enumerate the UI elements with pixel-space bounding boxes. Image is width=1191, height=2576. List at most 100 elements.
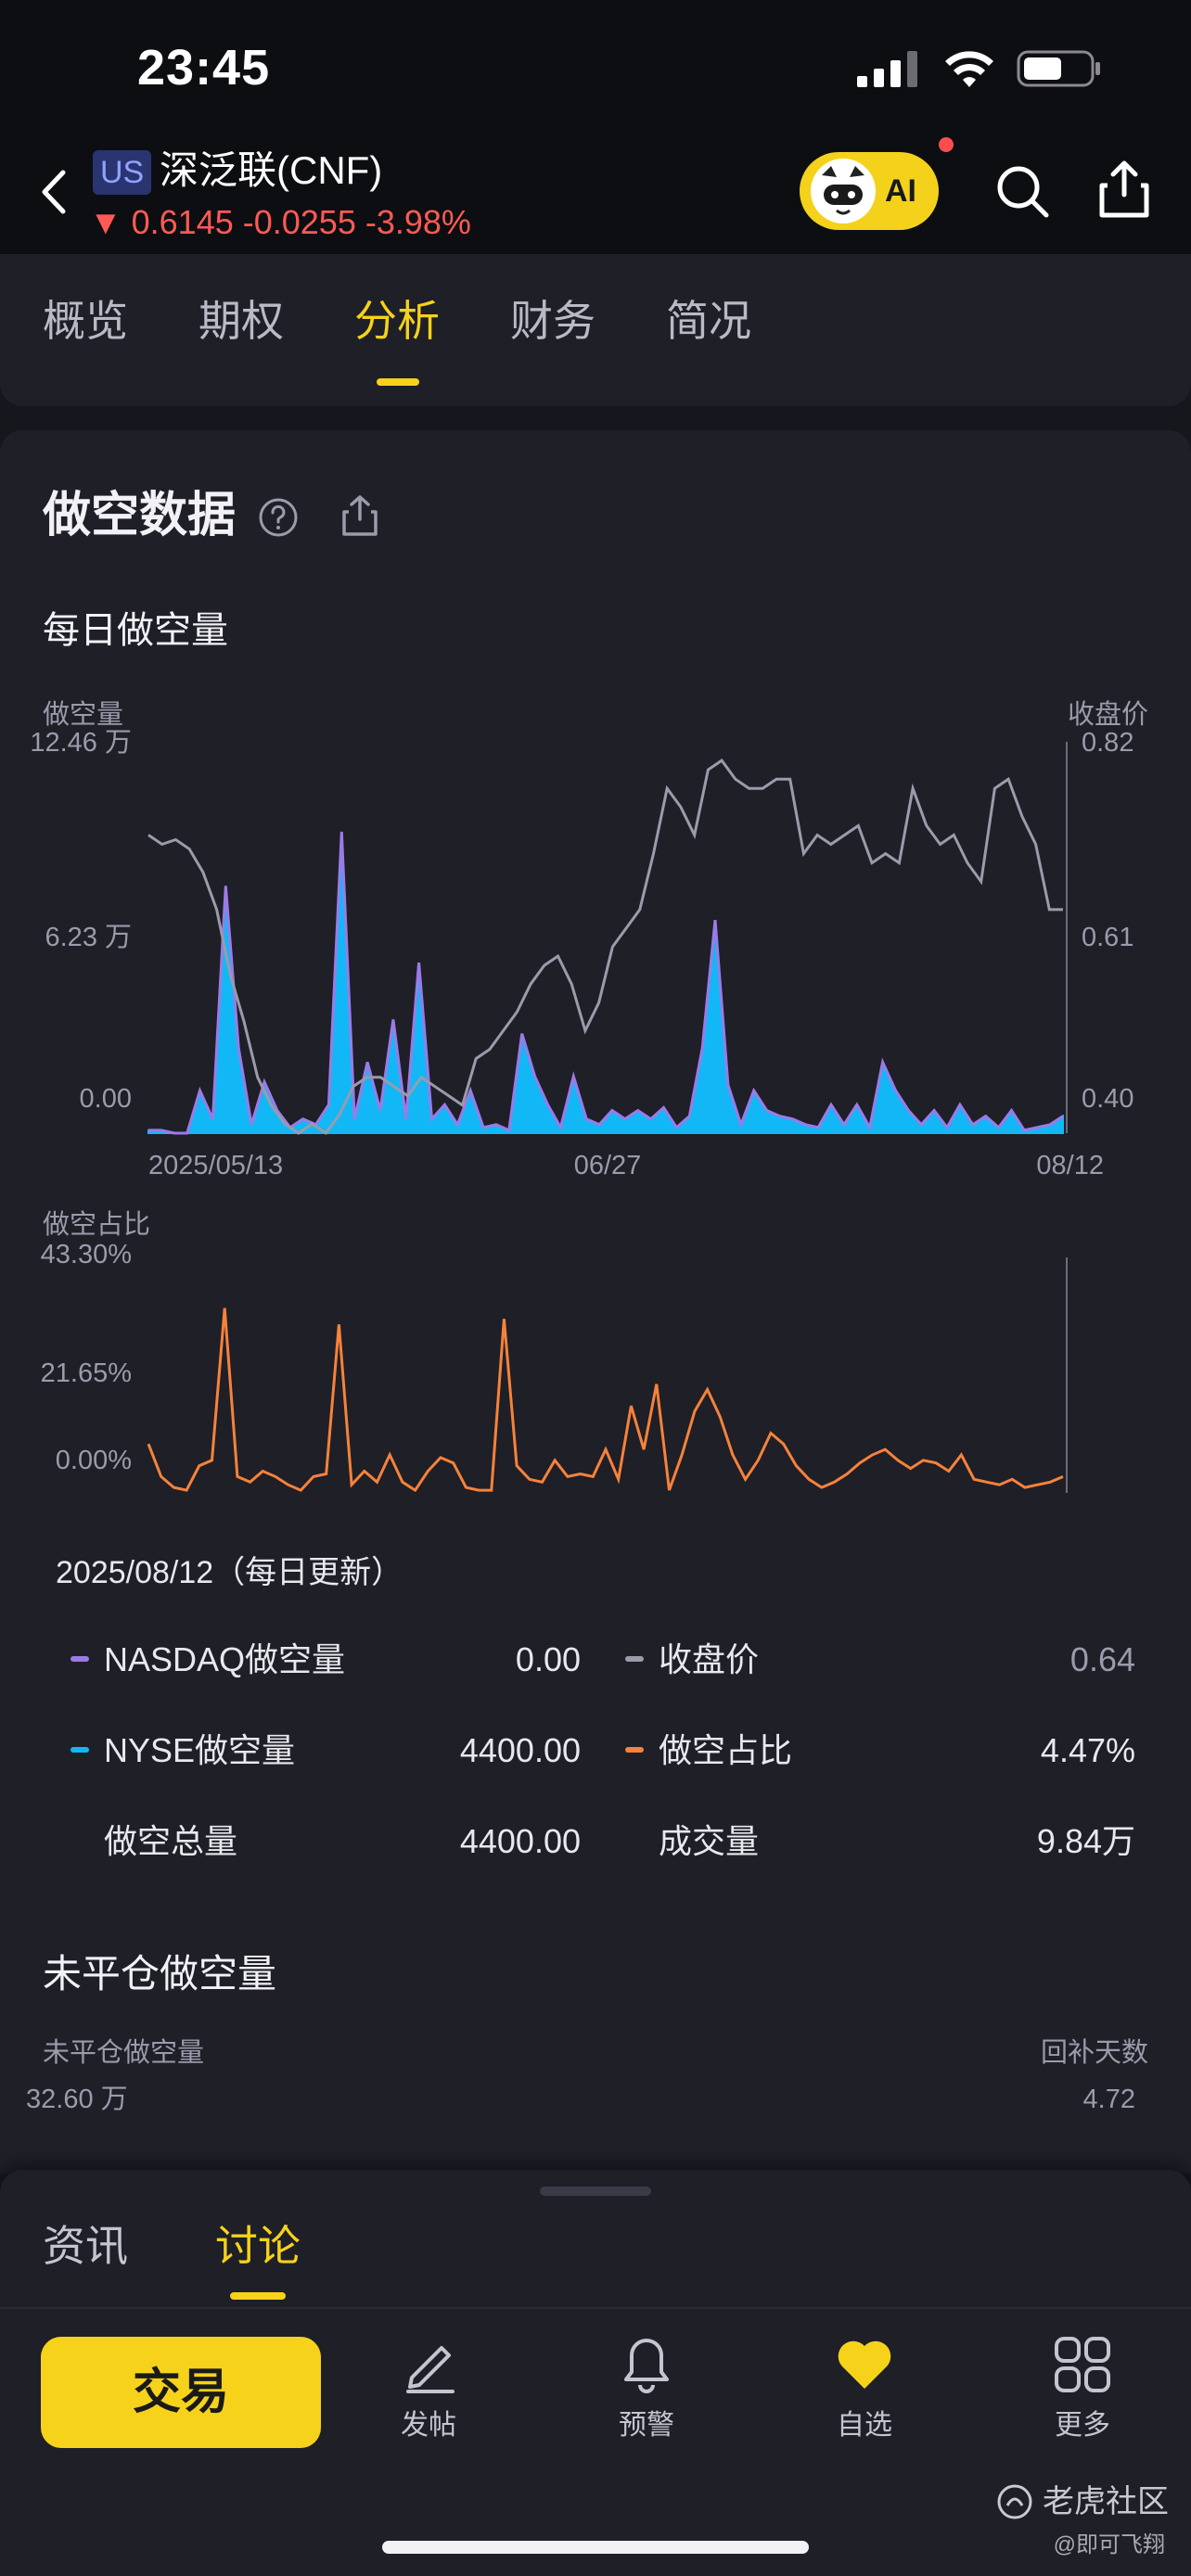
ratio-axis-ticks: 43.30% 21.65% 0.00% bbox=[41, 1240, 132, 1475]
tab-overview[interactable]: 概览 bbox=[43, 297, 128, 345]
status-icons bbox=[857, 48, 1102, 89]
nav-label: 发帖 bbox=[401, 2410, 456, 2441]
legend-value: 4400.00 bbox=[459, 1822, 581, 1860]
x-axis-ticks: 2025/05/13 06/27 08/12 bbox=[148, 1151, 1104, 1180]
right-axis-tick: 0.40 bbox=[1082, 1084, 1133, 1114]
heart-icon bbox=[838, 2340, 891, 2389]
short-data-card bbox=[0, 430, 1191, 2174]
x-axis-tick: 2025/05/13 bbox=[148, 1151, 283, 1180]
tiger-logo-icon bbox=[997, 2484, 1032, 2519]
legend-label: NYSE做空量 bbox=[104, 1731, 296, 1769]
battery-icon bbox=[1017, 50, 1100, 87]
ai-assistant-button[interactable]: AI bbox=[800, 152, 939, 230]
watermark-brand: 老虎社区 bbox=[1043, 2484, 1169, 2519]
nasdaq-swatch bbox=[70, 1656, 89, 1662]
tab-financials[interactable]: 财务 bbox=[510, 297, 596, 345]
stock-name: 深泛联(CNF) bbox=[160, 148, 383, 192]
tab-discussion[interactable]: 讨论 bbox=[215, 2222, 301, 2270]
left-axis-tick: 12.46 万 bbox=[30, 728, 132, 758]
open-interest-axis-max: 32.60 万 bbox=[26, 2085, 128, 2114]
legend-value: 4.47% bbox=[1040, 1731, 1135, 1769]
nav-watchlist[interactable]: 自选 bbox=[800, 2335, 929, 2455]
legend-value: 0.00 bbox=[515, 1640, 581, 1678]
right-axis-label: 收盘价 bbox=[1068, 699, 1148, 730]
ai-label: AI bbox=[885, 172, 916, 209]
nav-label: 自选 bbox=[837, 2410, 892, 2441]
nav-label: 更多 bbox=[1055, 2410, 1110, 2441]
nasdaq-short-area bbox=[148, 831, 1064, 1135]
legend-volume: 成交量 9.84万 bbox=[625, 1814, 1135, 1869]
legend-value: 4400.00 bbox=[459, 1731, 581, 1769]
market-badge: US bbox=[93, 150, 152, 195]
ratio-axis-tick: 21.65% bbox=[41, 1358, 132, 1388]
x-axis-tick: 06/27 bbox=[574, 1151, 642, 1180]
legend-label: 做空占比 bbox=[659, 1731, 793, 1769]
legend-label: NASDAQ做空量 bbox=[104, 1640, 346, 1678]
status-bar: 23:45 bbox=[0, 0, 1191, 130]
home-indicator[interactable] bbox=[382, 2541, 809, 2554]
left-axis-tick: 6.23 万 bbox=[45, 923, 133, 952]
legend-total: 做空总量 4400.00 bbox=[70, 1814, 581, 1869]
nyse-short-area bbox=[147, 848, 1064, 1134]
close-price-line bbox=[147, 759, 1063, 1136]
short-ratio-swatch bbox=[625, 1747, 644, 1753]
back-icon[interactable] bbox=[33, 167, 74, 217]
tab-profile[interactable]: 简况 bbox=[666, 297, 751, 345]
stock-price-change: ▼ 0.6145 -0.0255 -3.98% bbox=[89, 203, 471, 241]
legend-label: 成交量 bbox=[659, 1822, 760, 1860]
short-charts: 做空量 收盘价 12.46 万 6.23 万 0.00 0.82 0.61 0.40 2… bbox=[30, 699, 1148, 1493]
stock-tabs: 概览 期权 分析 财务 简况 bbox=[0, 254, 1191, 406]
sheet-tab-indicator bbox=[230, 2292, 286, 2300]
close-price-swatch bbox=[625, 1656, 644, 1662]
signal-icon bbox=[857, 51, 917, 87]
nav-post[interactable]: 发帖 bbox=[364, 2335, 493, 2455]
tab-analysis[interactable]: 分析 bbox=[354, 297, 440, 345]
share-section-icon[interactable] bbox=[339, 493, 380, 538]
open-interest-axis-label: 未平仓做空量 bbox=[43, 2038, 205, 2068]
left-axis-tick: 0.00 bbox=[80, 1084, 132, 1114]
grid-icon bbox=[1055, 2337, 1110, 2392]
data-date: 2025/08/12（每日更新） bbox=[56, 1555, 403, 1590]
watermark-author: @即可飞翔 bbox=[1053, 2532, 1165, 2557]
legend-label: 收盘价 bbox=[659, 1640, 760, 1678]
bottom-sheet: 资讯 讨论 交易 发帖 预警 自选 更多 bbox=[0, 2170, 1191, 2576]
legend-label: 做空总量 bbox=[104, 1822, 238, 1860]
ratio-axis-tick: 43.30% bbox=[41, 1240, 132, 1269]
daily-short-title: 每日做空量 bbox=[43, 610, 228, 651]
left-axis-ticks: 12.46 万 6.23 万 0.00 bbox=[30, 728, 132, 1114]
trade-button[interactable]: 交易 bbox=[41, 2337, 321, 2448]
nav-label: 预警 bbox=[619, 2410, 674, 2441]
days-to-cover-axis-max: 4.72 bbox=[1082, 2085, 1135, 2114]
pencil-icon bbox=[406, 2346, 455, 2393]
nyse-swatch bbox=[70, 1747, 89, 1753]
days-to-cover-axis-label: 回补天数 bbox=[1040, 2038, 1148, 2068]
open-interest-title: 未平仓做空量 bbox=[43, 1952, 277, 1996]
help-icon[interactable] bbox=[258, 497, 299, 538]
nav-alert[interactable]: 预警 bbox=[582, 2335, 711, 2455]
legend-nyse: NYSE做空量 4400.00 bbox=[70, 1723, 581, 1779]
right-axis-tick: 0.82 bbox=[1082, 728, 1133, 758]
x-axis-tick: 08/12 bbox=[1036, 1151, 1104, 1180]
nav-more[interactable]: 更多 bbox=[1018, 2335, 1147, 2455]
legend-short-ratio: 做空占比 4.47% bbox=[625, 1723, 1135, 1779]
bell-icon bbox=[624, 2339, 669, 2393]
ratio-axis-tick: 0.00% bbox=[56, 1446, 132, 1475]
legend-nasdaq: NASDAQ做空量 0.00 bbox=[70, 1632, 581, 1688]
left-axis-label: 做空量 bbox=[43, 699, 123, 730]
right-axis-ticks: 0.82 0.61 0.40 bbox=[1082, 728, 1133, 1114]
right-axis-tick: 0.61 bbox=[1082, 923, 1133, 952]
tab-news[interactable]: 资讯 bbox=[43, 2222, 128, 2270]
watermark: 老虎社区 bbox=[996, 2481, 1169, 2522]
tab-active-indicator bbox=[377, 378, 419, 386]
share-icon[interactable] bbox=[1095, 158, 1154, 221]
wifi-icon bbox=[945, 51, 993, 87]
drag-handle[interactable] bbox=[540, 2187, 651, 2196]
ratio-axis-label: 做空占比 bbox=[43, 1209, 150, 1240]
legend-value: 0.64 bbox=[1069, 1640, 1135, 1678]
legend-value: 9.84万 bbox=[1036, 1822, 1135, 1860]
status-time: 23:45 bbox=[137, 40, 271, 96]
search-icon[interactable] bbox=[992, 161, 1052, 221]
stock-header: US 深泛联(CNF) ▼ 0.6145 -0.0255 -3.98% AI bbox=[0, 130, 1191, 254]
short-ratio-line bbox=[147, 1307, 1064, 1493]
tab-options[interactable]: 期权 bbox=[198, 297, 284, 345]
